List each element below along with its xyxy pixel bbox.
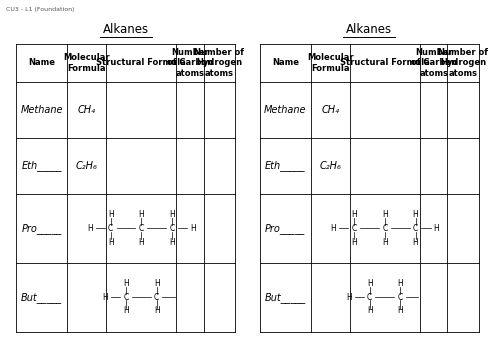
Text: C: C (124, 293, 128, 302)
Text: H: H (330, 224, 336, 233)
Text: C: C (108, 224, 114, 233)
Text: C: C (352, 224, 357, 233)
Text: C₂H₆: C₂H₆ (320, 161, 341, 171)
Text: H: H (434, 224, 440, 233)
Text: Alkanes: Alkanes (346, 23, 393, 36)
Text: But_____: But_____ (265, 292, 306, 303)
Text: Name: Name (28, 58, 55, 67)
Text: But_____: But_____ (21, 292, 62, 303)
Text: H: H (382, 238, 388, 247)
Text: C: C (382, 224, 388, 233)
Text: H: H (154, 307, 160, 315)
Text: H: H (154, 279, 160, 288)
Text: Molecular
Formula: Molecular Formula (307, 53, 354, 73)
Text: H: H (398, 279, 403, 288)
Text: H: H (102, 293, 108, 302)
Text: H: H (108, 238, 114, 247)
Text: Eth_____: Eth_____ (265, 161, 306, 171)
Text: Number
of Carbon
atoms: Number of Carbon atoms (167, 48, 213, 78)
Text: Eth_____: Eth_____ (22, 161, 62, 171)
Text: Name: Name (272, 58, 299, 67)
Text: H: H (138, 238, 144, 247)
Text: H: H (169, 238, 175, 247)
Text: C: C (154, 293, 160, 302)
Text: Methane: Methane (264, 105, 306, 115)
Text: Alkanes: Alkanes (102, 23, 149, 36)
Text: H: H (123, 279, 129, 288)
Text: H: H (169, 210, 175, 219)
Text: Number of
Hydrogen
atoms: Number of Hydrogen atoms (438, 48, 488, 78)
Text: H: H (108, 210, 114, 219)
Text: Methane: Methane (20, 105, 63, 115)
Text: H: H (352, 238, 357, 247)
Text: Molecular
Formula: Molecular Formula (64, 53, 110, 73)
Text: Number of
Hydrogen
atoms: Number of Hydrogen atoms (194, 48, 244, 78)
Text: H: H (190, 224, 196, 233)
Text: Pro_____: Pro_____ (22, 223, 62, 234)
Text: C: C (170, 224, 174, 233)
Text: H: H (367, 307, 372, 315)
Text: CH₄: CH₄ (78, 105, 96, 115)
Text: H: H (412, 210, 418, 219)
Text: H: H (352, 210, 357, 219)
Text: C: C (367, 293, 372, 302)
Text: H: H (412, 238, 418, 247)
Text: Number
of Carbon
atoms: Number of Carbon atoms (410, 48, 457, 78)
Text: C: C (398, 293, 403, 302)
Text: H: H (346, 293, 352, 302)
Text: H: H (87, 224, 92, 233)
Text: CU3 - L1 (Foundation): CU3 - L1 (Foundation) (6, 7, 75, 12)
Text: CH₄: CH₄ (322, 105, 340, 115)
Text: C: C (413, 224, 418, 233)
Text: Pro_____: Pro_____ (265, 223, 306, 234)
Text: C: C (138, 224, 144, 233)
Text: H: H (398, 307, 403, 315)
Text: C₂H₆: C₂H₆ (76, 161, 98, 171)
Text: H: H (123, 307, 129, 315)
Text: H: H (367, 279, 372, 288)
Text: H: H (382, 210, 388, 219)
Text: H: H (138, 210, 144, 219)
Text: Structural Formula: Structural Formula (340, 58, 430, 67)
Text: Structural Formula: Structural Formula (96, 58, 186, 67)
